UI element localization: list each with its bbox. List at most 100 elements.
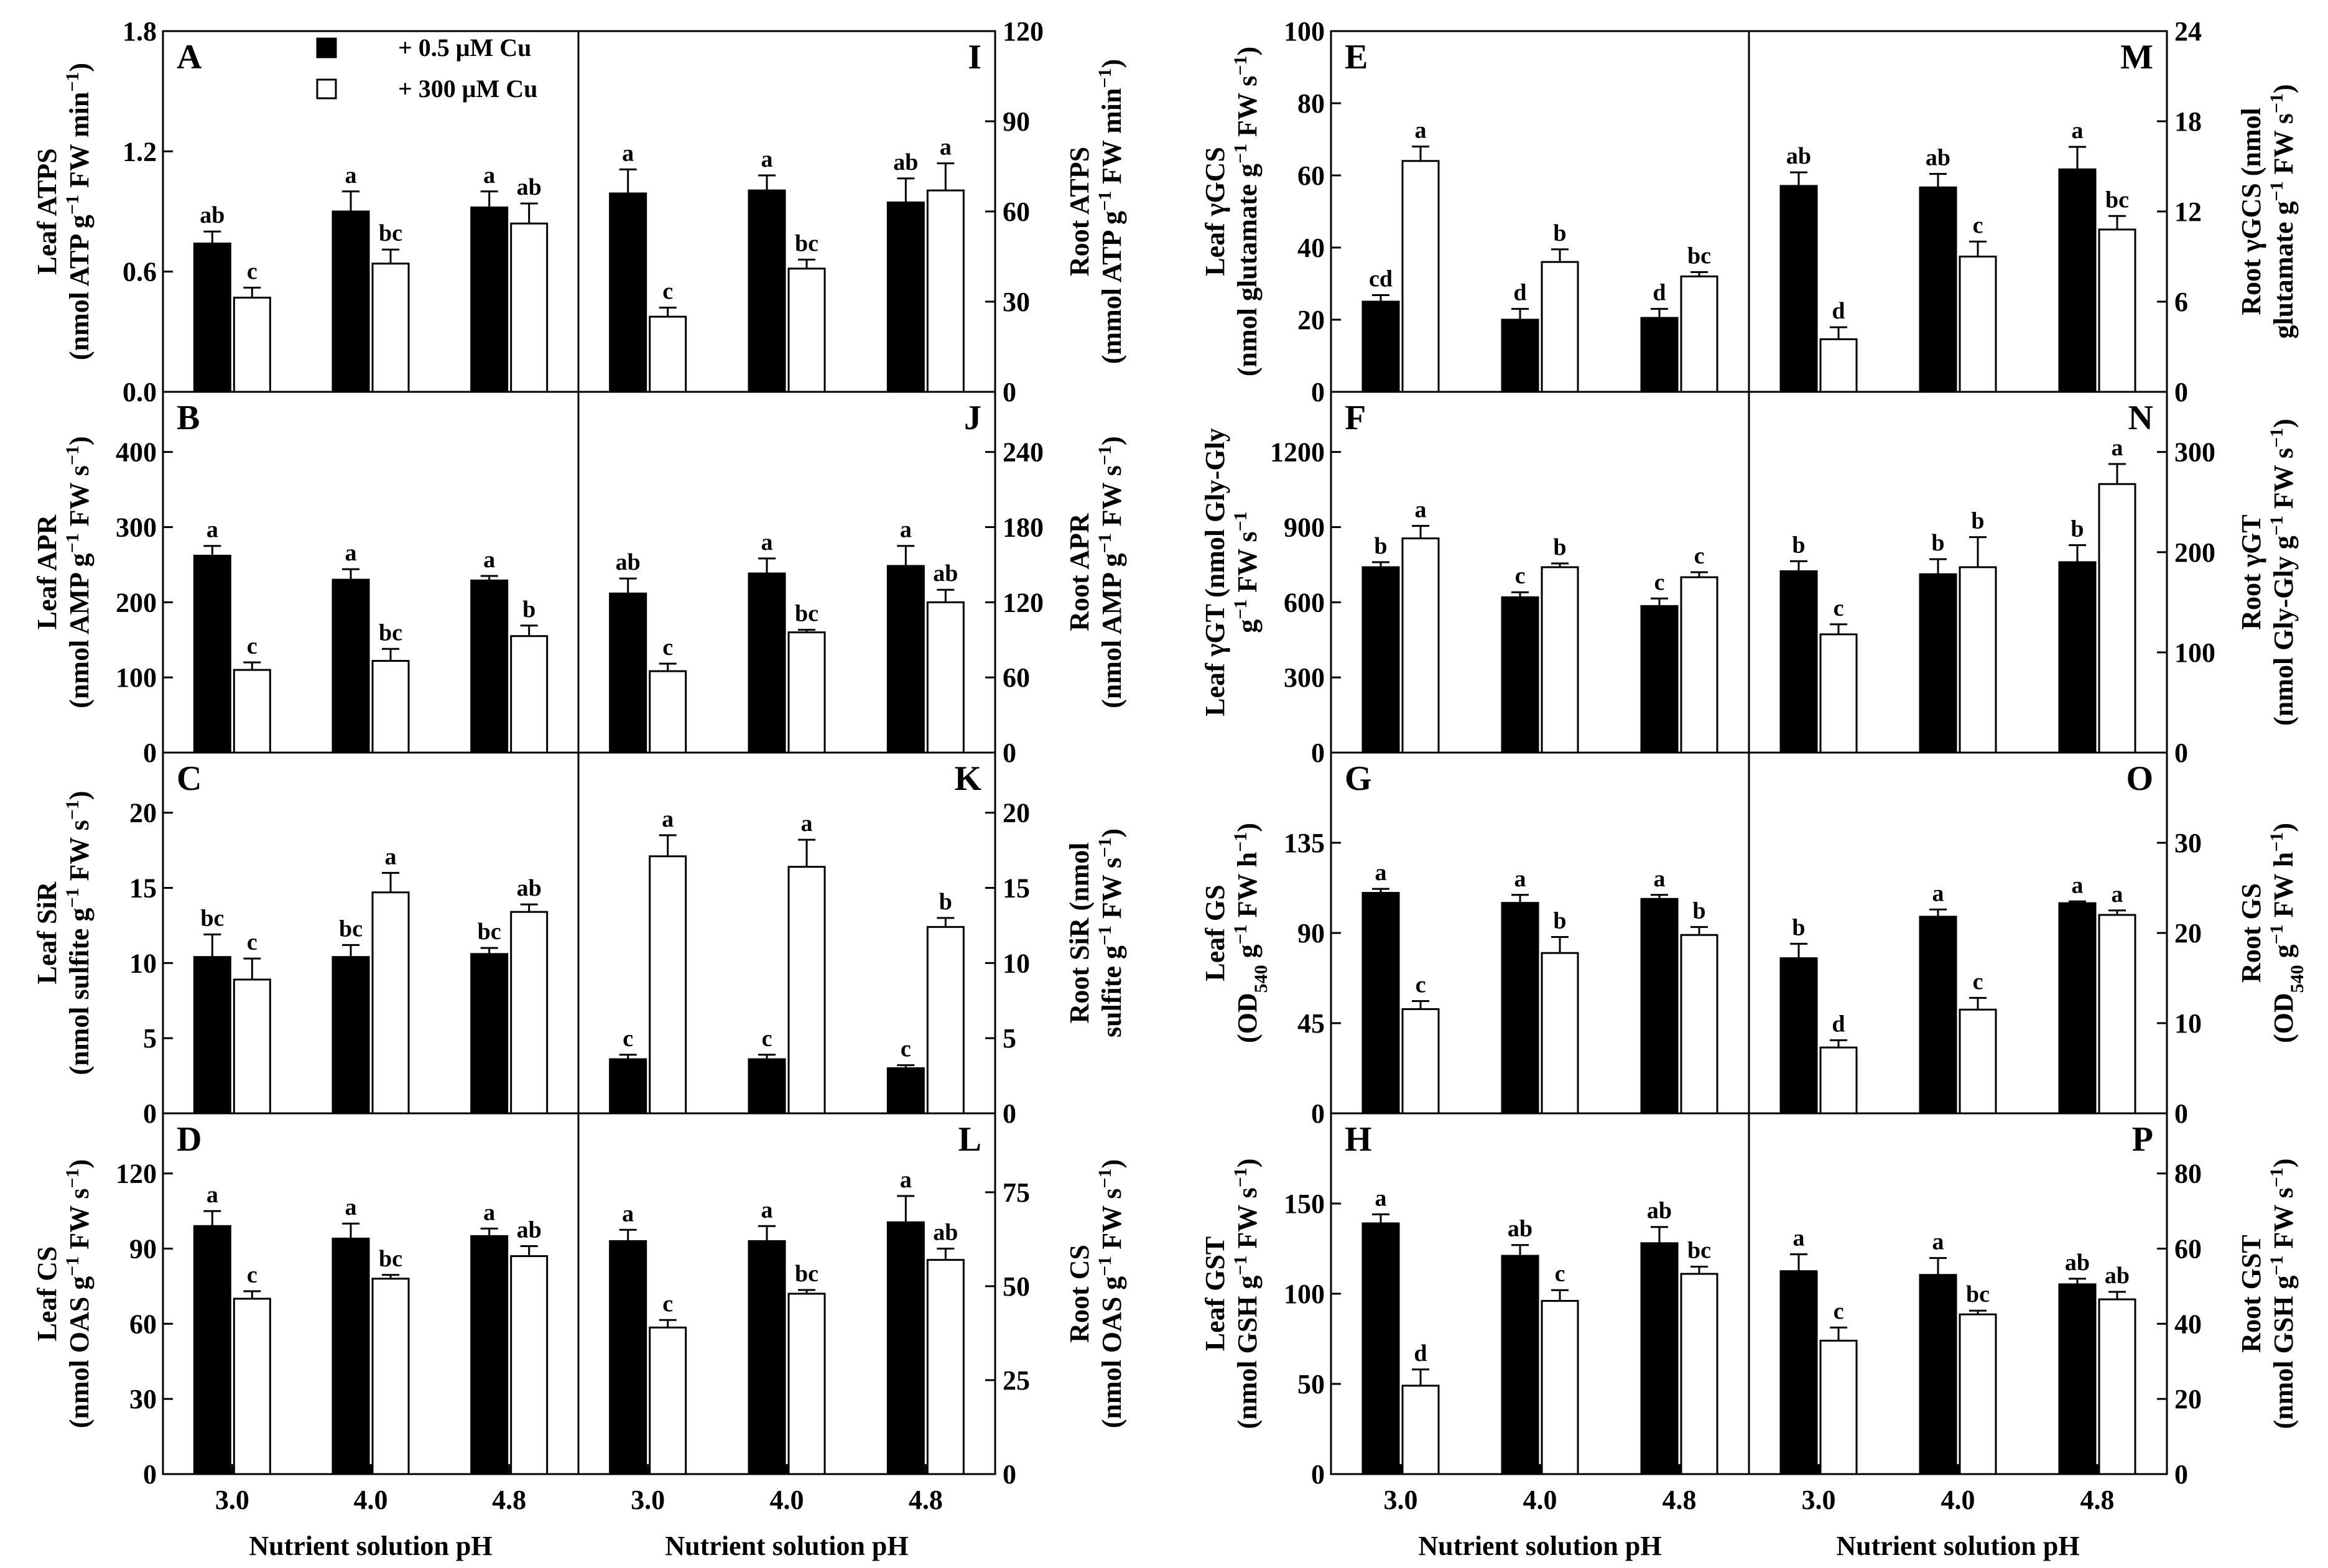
significance-label: ab	[200, 202, 225, 228]
y-tick-label: 15	[1003, 873, 1030, 904]
significance-label: b	[1553, 534, 1566, 560]
significance-label: ab	[933, 1220, 958, 1246]
significance-label: c	[1834, 595, 1844, 621]
x-tick-label: 3.0	[631, 1485, 665, 1515]
y-tick-label: 135	[1284, 828, 1325, 858]
bar-a-low-cu-ph4.8	[470, 206, 509, 393]
panel-letter: A	[177, 38, 202, 77]
bar-o-low-cu-ph4.8	[2058, 902, 2097, 1115]
significance-label: c	[901, 1036, 911, 1062]
significance-label: a	[345, 540, 357, 566]
bar-c-low-cu-ph3.0	[193, 956, 231, 1115]
bar-c-high-cu-ph4.8	[510, 911, 549, 1115]
bar-o-high-cu-ph4.0	[1959, 1008, 1997, 1115]
bar-m-high-cu-ph3.0	[1819, 338, 1858, 393]
bar-n-low-cu-ph4.0	[1919, 573, 1957, 754]
panel-f: 0 300 600 900 1200 Fb a c b c c Leaf γGT (nmol Gly-…	[1200, 391, 1750, 768]
bar-m-low-cu-ph4.0	[1919, 186, 1957, 393]
significance-label: bc	[379, 220, 402, 246]
significance-label: b	[1931, 530, 1944, 556]
panel-letter: D	[177, 1120, 202, 1159]
bar-i-high-cu-ph4.8	[926, 189, 965, 393]
significance-label: a	[761, 146, 773, 172]
bar-n-high-cu-ph3.0	[1819, 633, 1858, 754]
y-tick-label: 10	[2174, 1008, 2202, 1039]
significance-label: a	[761, 529, 773, 555]
bar-l-high-cu-ph4.8	[926, 1259, 965, 1475]
panel-letter: G	[1345, 759, 1372, 798]
bar-b-high-cu-ph4.0	[371, 660, 410, 754]
bar-f-low-cu-ph4.8	[1640, 605, 1679, 754]
significance-label: ab	[517, 174, 542, 200]
bar-e-low-cu-ph4.0	[1501, 318, 1539, 393]
significance-label: c	[623, 1026, 633, 1052]
y-axis-title: (nmol glutamate g−1 FW s−1)	[1230, 47, 1263, 376]
significance-label: a	[206, 517, 218, 543]
bar-f-high-cu-ph3.0	[1401, 537, 1440, 754]
y-tick-label: 20	[1003, 798, 1030, 828]
y-tick-label: 12	[2174, 197, 2202, 227]
significance-label: c	[662, 634, 673, 661]
significance-label: a	[1932, 1229, 1944, 1255]
bar-f-high-cu-ph4.8	[1680, 576, 1718, 754]
bar-j-high-cu-ph4.8	[926, 601, 965, 754]
bar-n-high-cu-ph4.8	[2098, 483, 2136, 754]
bar-f-low-cu-ph4.0	[1501, 596, 1539, 754]
bar-p-low-cu-ph4.0	[1919, 1274, 1957, 1475]
significance-label: c	[1555, 1261, 1565, 1287]
bar-p-high-cu-ph4.8	[2098, 1298, 2136, 1475]
bar-j-high-cu-ph3.0	[649, 670, 687, 754]
significance-label: bc	[1687, 1238, 1711, 1264]
bar-k-low-cu-ph4.8	[886, 1067, 925, 1115]
y-axis-title: (nmol GSH g−1 FW s−1)	[2266, 1158, 2299, 1429]
bar-j-low-cu-ph3.0	[609, 592, 647, 754]
y-axis-title: Root GST	[2236, 1235, 2266, 1352]
significance-label: bc	[200, 905, 224, 931]
y-axis-title: Root CS	[1064, 1245, 1095, 1343]
y-tick-label: 1200	[1270, 437, 1325, 468]
y-tick-label: 100	[1284, 1279, 1325, 1309]
panel-n: 0 100 200 300 Nb c b b b a Root γGT (nmol Gly-Gly g…	[1748, 391, 2299, 768]
y-tick-label: 10	[129, 948, 157, 978]
significance-label: d	[1414, 1340, 1427, 1366]
y-tick-label: 1.8	[123, 16, 157, 47]
y-tick-label: 6	[2174, 287, 2188, 317]
bar-b-high-cu-ph3.0	[233, 669, 271, 754]
significance-label: c	[662, 1291, 673, 1317]
significance-label: b	[1553, 907, 1566, 934]
x-tick-label: 4.0	[1941, 1485, 1975, 1515]
bar-m-high-cu-ph4.0	[1959, 256, 1997, 393]
bar-e-low-cu-ph3.0	[1361, 300, 1400, 393]
significance-label: ab	[1508, 1216, 1533, 1242]
y-tick-label: 0	[143, 1098, 157, 1129]
y-tick-label: 0	[1311, 377, 1325, 407]
y-tick-label: 120	[1003, 587, 1044, 618]
bar-n-high-cu-ph4.0	[1959, 566, 1997, 754]
bar-d-high-cu-ph4.8	[510, 1255, 549, 1475]
bar-p-high-cu-ph3.0	[1819, 1340, 1858, 1475]
significance-label: b	[522, 596, 536, 623]
bar-o-low-cu-ph3.0	[1779, 957, 1818, 1115]
y-tick-label: 60	[1297, 160, 1325, 191]
bar-m-low-cu-ph3.0	[1779, 185, 1818, 393]
panel-letter: B	[177, 399, 200, 437]
y-tick-label: 60	[2174, 1234, 2202, 1264]
significance-label: a	[2112, 881, 2123, 907]
y-axis-title: Root SiR (nmol	[1064, 843, 1095, 1024]
bar-g-high-cu-ph4.8	[1680, 934, 1718, 1115]
significance-label: a	[940, 134, 952, 160]
y-tick-label: 80	[1297, 88, 1325, 119]
y-tick-label: 100	[1284, 16, 1325, 47]
significance-label: a	[761, 1197, 773, 1223]
y-tick-label: 30	[1003, 287, 1030, 317]
y-tick-label: 40	[1297, 233, 1325, 263]
y-tick-label: 1.2	[123, 136, 157, 167]
legend-label: + 300 μM Cu	[398, 75, 537, 103]
y-tick-label: 20	[129, 798, 157, 828]
significance-label: a	[1514, 866, 1526, 892]
panel-b: 0 100 200 300 400 Ba c a bc a b Leaf APR (nmol AMP g…	[32, 391, 580, 768]
bar-i-high-cu-ph4.0	[787, 267, 826, 393]
